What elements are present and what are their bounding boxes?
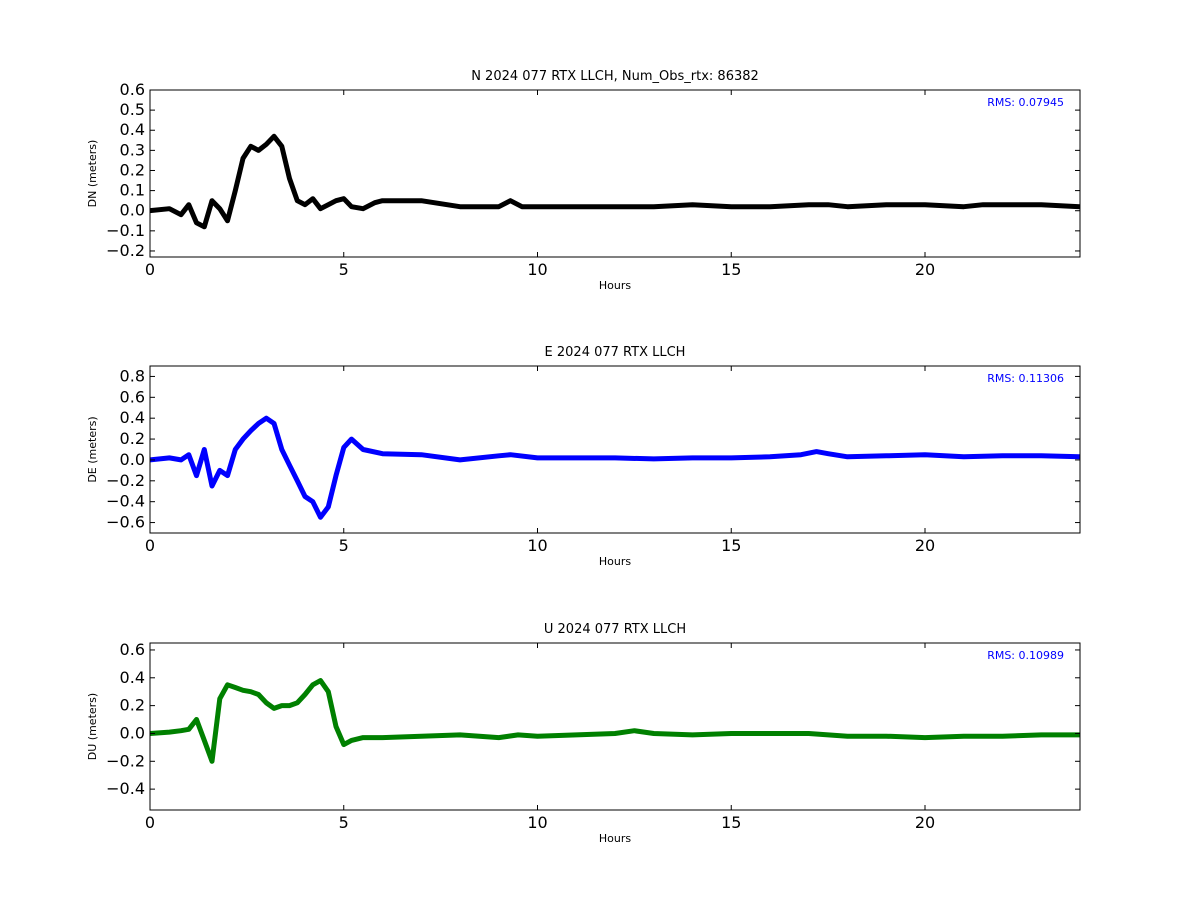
axes-frame <box>149 365 1081 534</box>
y-tick-label: 0.8 <box>120 366 145 385</box>
y-tick-label: −0.4 <box>106 779 145 798</box>
y-tick-label: 0.3 <box>120 140 145 159</box>
y-tick-label: 0.4 <box>120 668 145 687</box>
x-tick-label: 5 <box>339 260 349 279</box>
series-line <box>150 678 1080 764</box>
y-tick-label: 0.2 <box>120 429 145 448</box>
x-tick-label: 5 <box>339 813 349 832</box>
y-tick-label: 0.0 <box>120 723 145 742</box>
y-axis-label: DU (meters) <box>86 693 99 760</box>
x-axis-label: Hours <box>599 555 631 568</box>
chart-panel: N 2024 077 RTX LLCH, Num_Obs_rtx: 86382 0… <box>86 69 1081 292</box>
y-tick-label: 0.6 <box>120 80 145 99</box>
y-tick-label: −0.4 <box>106 492 145 511</box>
x-tick-label: 0 <box>145 536 155 555</box>
y-tick-label: 0.6 <box>120 640 145 659</box>
y-tick-label: 0.1 <box>120 181 145 200</box>
x-tick-label: 5 <box>339 536 349 555</box>
x-tick-label: 10 <box>527 536 547 555</box>
x-tick-label: 20 <box>915 813 935 832</box>
rms-label: RMS: 0.11306 <box>987 372 1064 385</box>
series-line <box>150 133 1080 230</box>
chart-panel: E 2024 077 RTX LLCH 0 5 10 15 20 0.8 0.6 0.4 0.2 0… <box>86 345 1081 568</box>
y-tick-label: 0.2 <box>120 696 145 715</box>
x-axis-label: Hours <box>599 279 631 292</box>
y-tick-label: 0.4 <box>120 408 145 427</box>
y-tick-label: 0.2 <box>120 160 145 179</box>
y-axis-label: DN (meters) <box>86 140 99 208</box>
series-line <box>150 415 1080 520</box>
axes-frame <box>149 642 1081 811</box>
y-tick-label: 0.6 <box>120 387 145 406</box>
rms-label: RMS: 0.10989 <box>987 649 1064 662</box>
y-tick-label: 0.0 <box>120 450 145 469</box>
y-tick-label: −0.1 <box>106 221 145 240</box>
x-tick-label: 15 <box>721 260 741 279</box>
x-tick-label: 15 <box>721 536 741 555</box>
chart-title: E 2024 077 RTX LLCH <box>545 345 686 360</box>
y-tick-label: −0.2 <box>106 751 145 770</box>
y-tick-label: −0.2 <box>106 241 145 260</box>
chart-panel: U 2024 077 RTX LLCH 0 5 10 15 20 0.6 0.4 0.2 0.0 −… <box>86 622 1081 845</box>
x-tick-label: 10 <box>527 813 547 832</box>
x-tick-label: 15 <box>721 813 741 832</box>
chart-title: U 2024 077 RTX LLCH <box>544 622 686 637</box>
x-axis-label: Hours <box>599 832 631 845</box>
y-tick-label: 0.4 <box>120 120 145 139</box>
y-tick-label: −0.6 <box>106 513 145 532</box>
x-tick-label: 10 <box>527 260 547 279</box>
x-tick-label: 0 <box>145 260 155 279</box>
x-tick-label: 20 <box>915 536 935 555</box>
x-tick-label: 20 <box>915 260 935 279</box>
y-tick-label: −0.2 <box>106 471 145 490</box>
axes-frame <box>149 89 1081 258</box>
y-tick-label: 0.0 <box>120 201 145 220</box>
y-tick-label: 0.5 <box>120 100 145 119</box>
x-tick-label: 0 <box>145 813 155 832</box>
y-axis-label: DE (meters) <box>86 416 99 482</box>
chart-title: N 2024 077 RTX LLCH, Num_Obs_rtx: 86382 <box>471 69 759 84</box>
rms-label: RMS: 0.07945 <box>987 96 1064 109</box>
